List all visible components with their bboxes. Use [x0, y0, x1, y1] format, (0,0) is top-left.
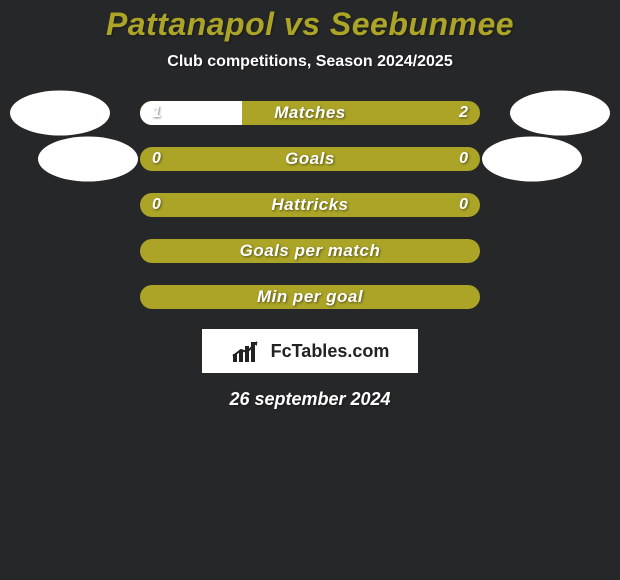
stat-bar: Matches12 [140, 101, 480, 125]
stat-row: Goals0 0 [0, 147, 620, 171]
stat-value-right: 0 [459, 193, 468, 217]
subtitle: Club competitions, Season 2024/2025 [0, 53, 620, 71]
stat-bar: Hattricks0 0 [140, 193, 480, 217]
stat-value-right: 0 [459, 147, 468, 171]
stat-label: Goals [140, 147, 480, 171]
title: Pattanapol vs Seebunmee [0, 6, 620, 43]
stat-row: Hattricks0 0 [0, 193, 620, 217]
team-badge-right [510, 91, 610, 136]
comparison-card: Pattanapol vs Seebunmee Club competition… [0, 0, 620, 580]
team-badge-right [482, 137, 582, 182]
logo-box: FcTables.com [202, 329, 418, 373]
stat-bar: Goals0 0 [140, 147, 480, 171]
stat-row: Matches12 [0, 101, 620, 125]
chart-icon [231, 340, 265, 362]
stat-value-left: 1 [152, 101, 161, 125]
stat-bar: Goals per match [140, 239, 480, 263]
stat-row: Min per goal [0, 285, 620, 309]
stats-area: Matches12Goals00Hattricks00Goals per mat… [0, 101, 620, 309]
team-badge-left [38, 137, 138, 182]
stat-value-right: 2 [459, 101, 468, 125]
stat-label: Goals per match [140, 239, 480, 263]
stat-label: Hattricks [140, 193, 480, 217]
stat-value-left: 0 [152, 147, 161, 171]
team-badge-left [10, 91, 110, 136]
date-text: 26 september 2024 [0, 389, 620, 410]
stat-row: Goals per match [0, 239, 620, 263]
stat-bar: Min per goal [140, 285, 480, 309]
stat-label: Min per goal [140, 285, 480, 309]
stat-value-left: 0 [152, 193, 161, 217]
logo-text: FcTables.com [271, 341, 390, 362]
